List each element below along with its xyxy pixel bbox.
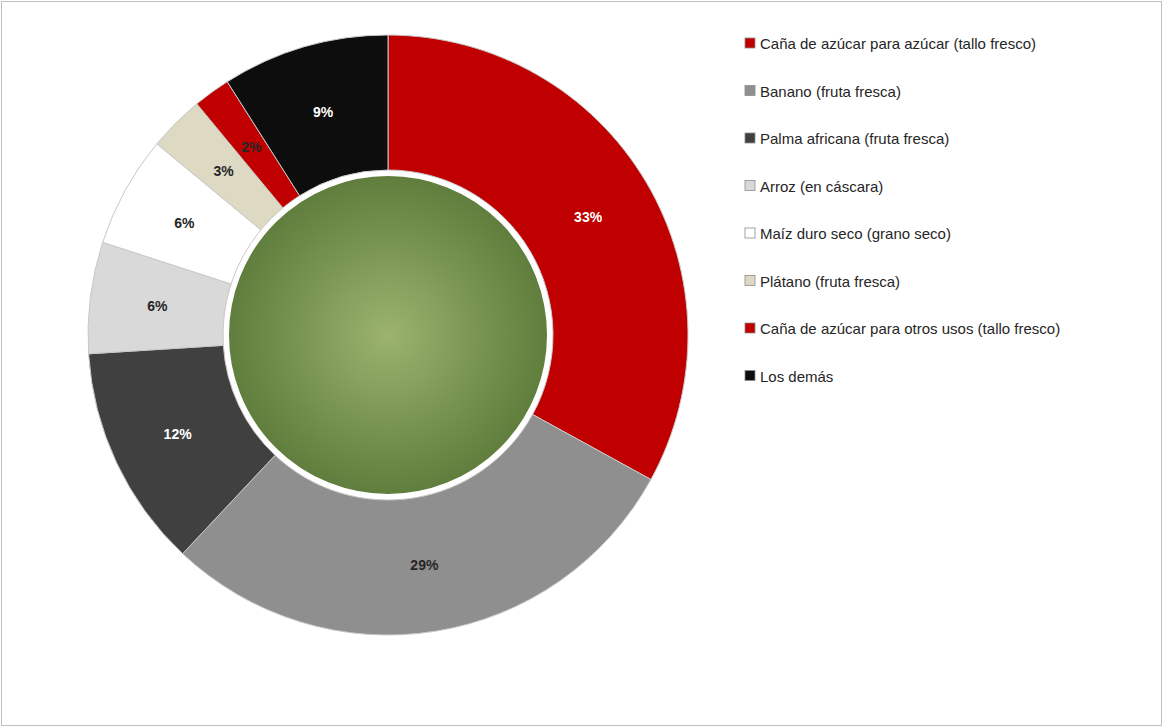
data-label: 2% (241, 139, 262, 155)
legend-label: Palma africana (fruta fresca) (760, 130, 949, 147)
legend-swatch (745, 181, 755, 191)
data-label: 6% (174, 215, 195, 231)
legend-swatch (745, 86, 755, 96)
legend-swatch (745, 38, 755, 48)
legend-swatch (745, 371, 755, 381)
chart-frame (2, 2, 1162, 726)
chart: 33% 29% 12% 6% 6% 3% 2% 9% Caña de azúcar para a… (0, 0, 1163, 727)
data-label: 29% (410, 557, 439, 573)
legend-swatch (745, 228, 755, 238)
legend-label: Plátano (fruta fresca) (760, 272, 900, 289)
center-image (227, 174, 549, 496)
data-label: 3% (213, 163, 234, 179)
legend-swatch (745, 133, 755, 143)
data-label: 9% (313, 104, 334, 120)
legend-label: Los demás (760, 367, 833, 384)
legend-label: Caña de azúcar para otros usos (tallo fr… (760, 320, 1060, 337)
slice (227, 35, 388, 196)
legend-swatch (745, 276, 755, 286)
legend-label: Maíz duro seco (grano seco) (760, 225, 951, 242)
legend-label: Arroz (en cáscara) (760, 177, 883, 194)
data-label: 6% (147, 298, 168, 314)
legend: Caña de azúcar para azúcar (tallo fresco… (745, 35, 1060, 385)
data-label: 33% (574, 209, 603, 225)
legend-label: Caña de azúcar para azúcar (tallo fresco… (760, 35, 1036, 52)
legend-swatch (745, 323, 755, 333)
donut: 33% 29% 12% 6% 6% 3% 2% 9% (88, 35, 688, 635)
data-label: 12% (164, 426, 193, 442)
legend-label: Banano (fruta fresca) (760, 82, 901, 99)
